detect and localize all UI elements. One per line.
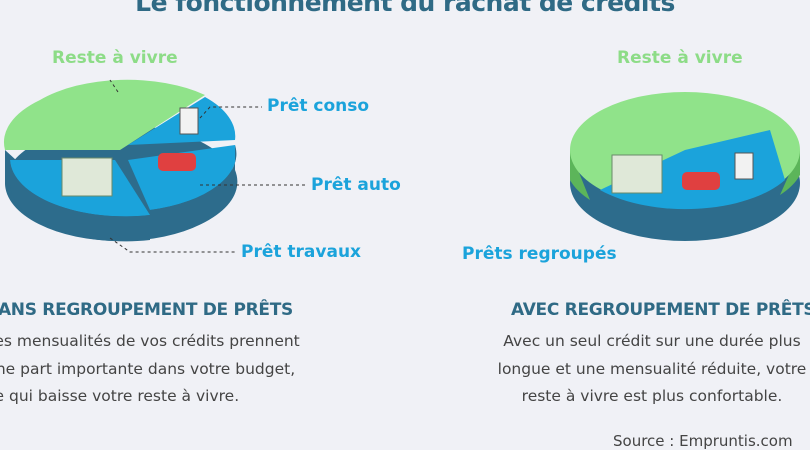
appliance-illustration [734,152,754,180]
label-reste-a-vivre-right: Reste à vivre [617,48,743,68]
body-line: Les mensualités de vos crédits prennent [0,332,300,350]
house-illustration [61,157,113,197]
source-note: Source : Empruntis.com [613,432,793,450]
slice-reste-a-vivre [3,79,205,150]
body-line: une part importante dans votre budget, [0,359,296,378]
label-pret-auto: Prêt auto [311,175,401,195]
car-illustration [158,153,196,171]
body-line: reste à vivre est plus confortable. [521,387,783,405]
body-sans-regroupement: Les mensualités de vos crédits prennent … [0,328,300,411]
label-reste-a-vivre-left: Reste à vivre [52,48,178,68]
car-illustration [682,172,720,190]
heading-avec-regroupement: AVEC REGROUPEMENT DE PRÊTS [511,300,810,320]
right-pie [570,92,800,241]
body-line: ce qui baisse votre reste à vivre. [0,387,240,405]
label-pret-conso: Prêt conso [267,96,370,116]
body-avec-regroupement: Avec un seul crédit sur une durée plus l… [472,328,810,411]
house-illustration [611,154,663,194]
body-line: Avec un seul crédit sur une durée plus [503,332,801,350]
label-prets-regroupes: Prêts regroupés [462,244,617,264]
slice-pret-auto [128,145,237,210]
heading-sans-regroupement: SANS REGROUPEMENT DE PRÊTS [0,300,293,320]
page-title: Le fonctionnement du rachat de crédits [135,0,675,17]
left-pie [3,79,305,253]
body-line: longue et une mensualité réduite, votre [497,359,807,378]
appliance-illustration [179,107,199,135]
label-pret-travaux: Prêt travaux [241,242,362,262]
